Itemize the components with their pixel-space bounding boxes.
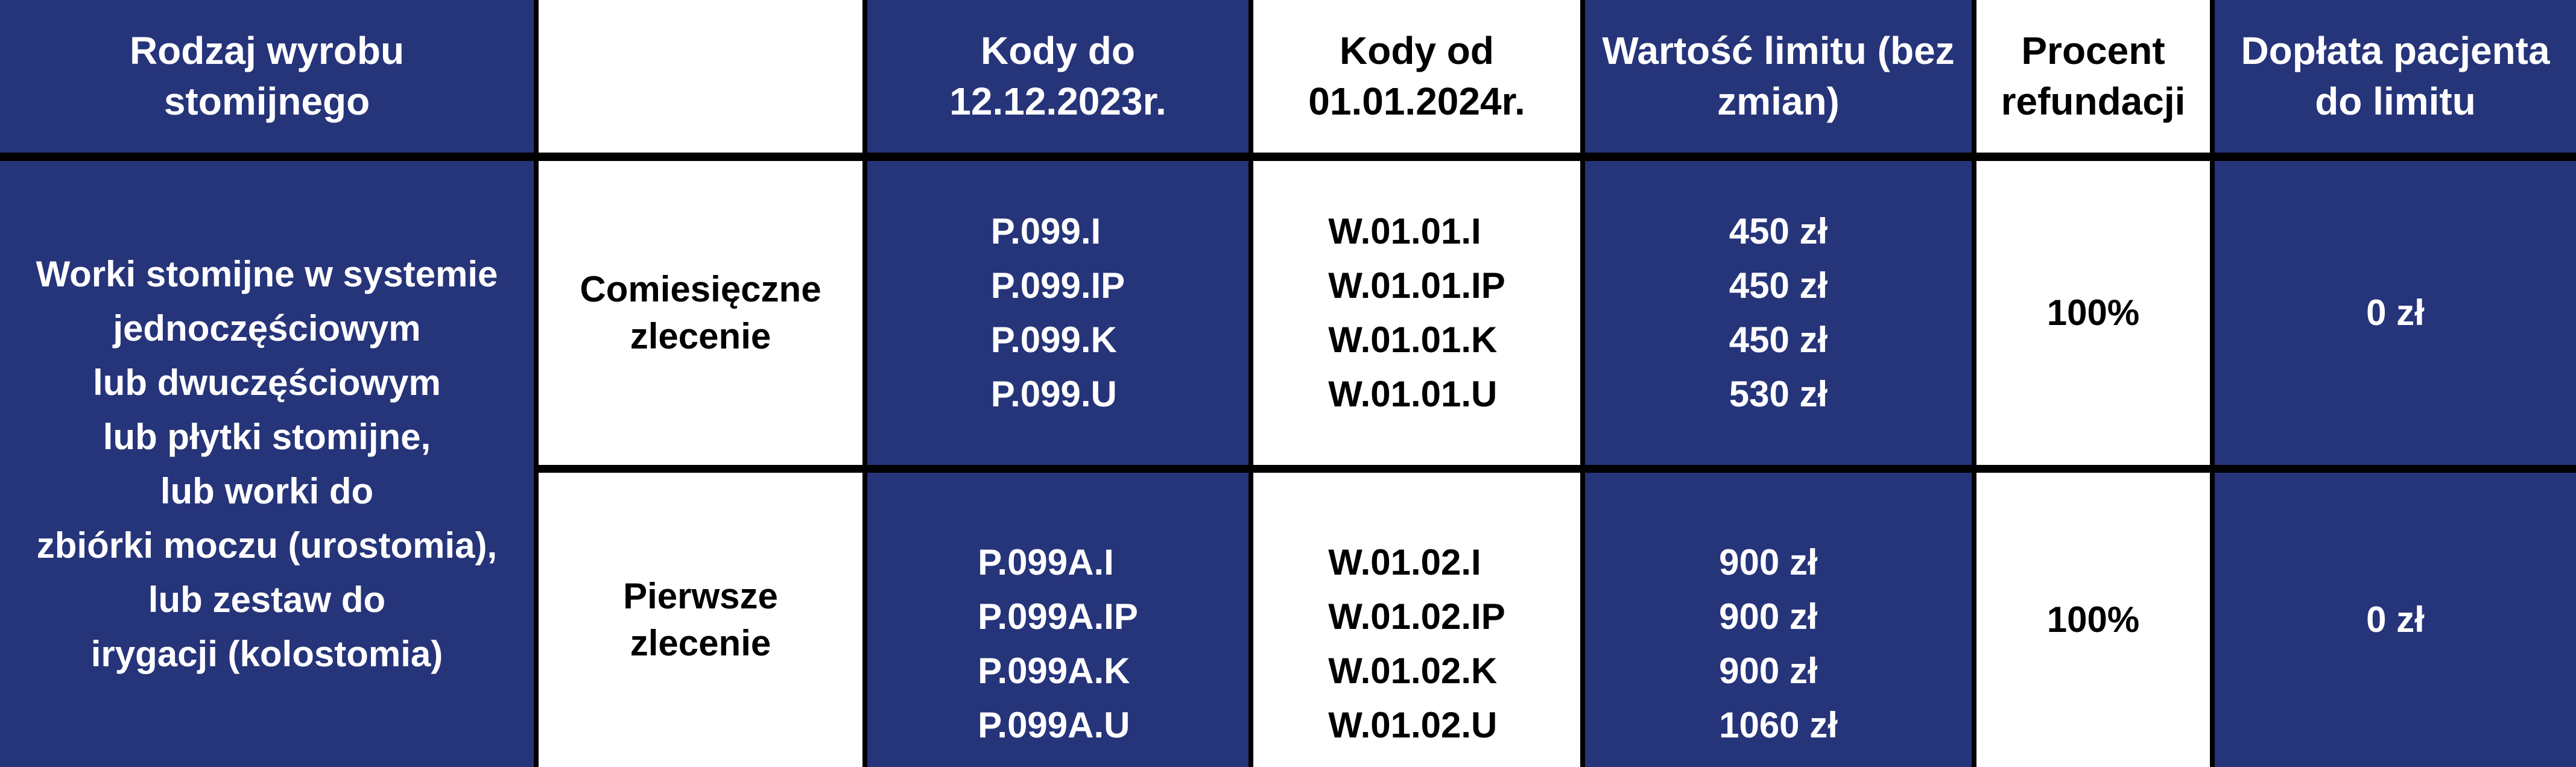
limits-first: 900 zł 900 zł 900 zł 1060 zł xyxy=(1585,473,1972,767)
header-codes-new: Kody od 01.01.2024r. xyxy=(1253,0,1580,153)
list-item: W.01.02.I xyxy=(1328,542,1481,582)
list-item: P.099.K xyxy=(990,320,1117,360)
header-order-type xyxy=(539,0,862,153)
list-item: P.099A.K xyxy=(978,651,1130,691)
order-type-first: Pierwsze zlecenie xyxy=(539,473,862,767)
codes-old-monthly: P.099.I P.099.IP P.099.K P.099.U xyxy=(867,161,1248,465)
list-item: P.099A.IP xyxy=(978,596,1138,637)
list-item: 900 zł xyxy=(1719,542,1818,582)
list-item: P.099.U xyxy=(990,374,1117,414)
list-item: W.01.01.U xyxy=(1328,374,1498,414)
list-item: 900 zł xyxy=(1719,596,1818,637)
description-line: zbiórki moczu (urostomia), xyxy=(36,525,498,566)
description-line: irygacji (kolostomia) xyxy=(90,633,443,674)
list-item: P.099.I xyxy=(990,211,1101,251)
patient-copay-first: 0 zł xyxy=(2215,473,2576,767)
list-item: 450 zł xyxy=(1729,265,1828,306)
list-item: P.099A.U xyxy=(978,705,1130,745)
patient-copay-monthly: 0 zł xyxy=(2215,161,2576,465)
list-item: 450 zł xyxy=(1729,211,1828,251)
list-item: W.01.02.U xyxy=(1328,705,1498,745)
list-item: W.01.02.IP xyxy=(1328,596,1505,637)
codes-new-first: W.01.02.I W.01.02.IP W.01.02.K W.01.02.U xyxy=(1253,473,1580,767)
list-item: W.01.01.I xyxy=(1328,211,1481,251)
header-product-type: Rodzaj wyrobu stomijnego xyxy=(0,0,534,153)
list-item: P.099.IP xyxy=(990,265,1125,306)
header-refund-percent: Procent refundacji xyxy=(1976,0,2210,153)
list-item: 900 zł xyxy=(1719,651,1818,691)
description-line: lub zestaw do xyxy=(148,579,386,620)
limits-monthly: 450 zł 450 zł 450 zł 530 zł xyxy=(1585,161,1972,465)
list-item: W.01.01.K xyxy=(1328,320,1498,360)
list-item: W.01.01.IP xyxy=(1328,265,1505,306)
list-item: P.099A.I xyxy=(978,542,1114,582)
header-codes-old: Kody do 12.12.2023r. xyxy=(867,0,1248,153)
codes-new-monthly: W.01.01.I W.01.01.IP W.01.01.K W.01.01.U xyxy=(1253,161,1580,465)
list-item: 1060 zł xyxy=(1719,705,1838,745)
header-limit-value: Wartość limitu (bez zmian) xyxy=(1585,0,1972,153)
codes-old-first: P.099A.I P.099A.IP P.099A.K P.099A.U xyxy=(867,473,1248,767)
refund-percent-first: 100% xyxy=(1976,473,2210,767)
description-line: Worki stomijne w systemie xyxy=(36,253,498,294)
description-line: jednoczęściowym xyxy=(113,308,421,349)
description-line: lub dwuczęściowym xyxy=(93,362,441,403)
description-line: lub worki do xyxy=(160,470,374,511)
list-item: 450 zł xyxy=(1729,320,1828,360)
refund-percent-monthly: 100% xyxy=(1976,161,2210,465)
list-item: W.01.02.K xyxy=(1328,651,1498,691)
description-line: lub płytki stomijne, xyxy=(103,416,431,457)
product-description: Worki stomijne w systemie jednoczęściowym… xyxy=(0,161,534,767)
header-patient-copay: Dopłata pacjenta do limitu xyxy=(2215,0,2576,153)
list-item: 530 zł xyxy=(1729,374,1828,414)
order-type-monthly: Comiesięczne zlecenie xyxy=(539,161,862,465)
